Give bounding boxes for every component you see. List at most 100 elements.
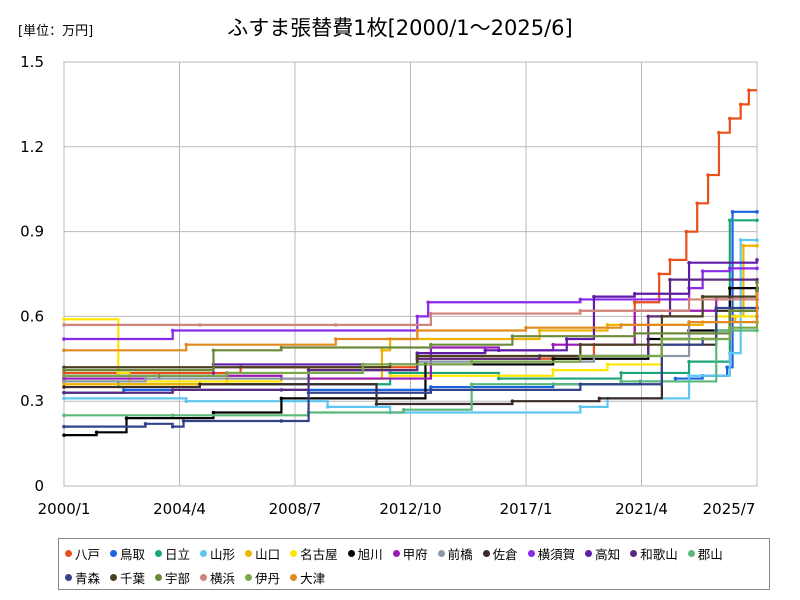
x-tick-label: 2021/4: [615, 500, 668, 518]
data-point: [469, 382, 474, 387]
data-point: [687, 373, 691, 378]
data-point: [728, 218, 732, 223]
legend-marker-icon: [155, 550, 163, 557]
data-point: [695, 201, 700, 206]
data-point: [62, 368, 66, 372]
legend-label: 甲府: [402, 547, 428, 562]
data-point: [537, 328, 542, 333]
legend-marker-icon: [245, 574, 253, 581]
data-point: [755, 266, 759, 271]
data-point: [524, 325, 528, 330]
data-point: [728, 325, 732, 330]
legend-label: 前橋: [447, 547, 473, 562]
data-point: [62, 371, 66, 375]
data-point: [184, 342, 189, 347]
data-point: [184, 399, 189, 404]
data-point: [306, 390, 311, 395]
data-point: [755, 243, 759, 248]
data-point: [62, 424, 66, 429]
data-point: [429, 342, 433, 347]
data-point: [755, 328, 759, 333]
data-point: [738, 102, 743, 107]
data-point: [306, 368, 311, 372]
data-point: [605, 323, 610, 327]
legend-item: 前橋: [437, 544, 473, 563]
data-point: [279, 396, 284, 401]
series-line: [64, 322, 759, 377]
data-point: [592, 294, 596, 299]
data-point: [124, 416, 129, 420]
legend-marker-icon: [245, 550, 253, 557]
data-point: [401, 407, 406, 412]
legend-label: 宇部: [165, 571, 191, 586]
data-point: [510, 399, 515, 404]
legend-item: 山口: [245, 544, 280, 563]
tick-layer: 0 0.3 0.6 0.9 1.2 1.5 2000/1 2004/4 2008/7 2012/1…: [20, 53, 755, 518]
data-point: [578, 354, 583, 358]
legend-marker-icon: [155, 574, 163, 581]
data-point: [578, 342, 583, 347]
series-layer: [62, 88, 759, 437]
data-point: [673, 376, 678, 381]
x-tick-label: 2008/7: [269, 500, 322, 518]
series-line: [64, 306, 757, 428]
legend-item: 横須賀: [527, 544, 576, 563]
data-point: [668, 277, 672, 282]
legend-item: 旭川: [347, 544, 383, 563]
legend-label: 山口: [255, 547, 281, 562]
data-point: [415, 351, 420, 355]
data-point: [755, 218, 759, 223]
x-tick-label: 2004/4: [153, 500, 206, 518]
legend-label: 山形: [210, 547, 236, 562]
data-point: [181, 419, 186, 423]
x-tick-label: 2025/7: [703, 500, 756, 518]
grid-layer: [63, 61, 758, 487]
data-point: [755, 258, 759, 262]
data-point: [632, 300, 637, 305]
data-point: [619, 323, 623, 327]
legend-marker-icon: [527, 550, 535, 557]
data-point: [687, 297, 691, 302]
data-point: [333, 337, 338, 341]
data-point: [62, 365, 66, 370]
data-point: [714, 306, 719, 310]
data-point: [211, 348, 216, 353]
data-point: [717, 130, 721, 135]
legend-item: 宇部: [155, 568, 190, 587]
legend-label: 大津: [300, 571, 326, 586]
data-point: [755, 277, 759, 282]
x-tick-label: 2012/10: [379, 500, 441, 518]
legend-label: 横須賀: [537, 547, 576, 562]
legend-marker-icon: [290, 574, 298, 581]
y-tick-label: 0.6: [20, 307, 44, 325]
series-line: [64, 238, 757, 414]
y-tick-label: 1.5: [20, 53, 44, 71]
data-point: [564, 337, 569, 341]
data-point: [121, 388, 126, 392]
data-point: [279, 419, 284, 423]
legend-label: 伊丹: [255, 571, 281, 586]
data-point: [198, 382, 202, 387]
legend-label: 和歌山: [640, 547, 678, 562]
data-point: [578, 405, 583, 409]
data-point: [388, 371, 392, 375]
y-tick-label: 0.3: [20, 392, 44, 410]
data-point: [170, 413, 175, 418]
legend-item: 名古屋: [290, 544, 338, 563]
legend-marker-icon: [585, 550, 593, 557]
legend-item: 日立: [155, 544, 190, 563]
legend-label: 日立: [165, 547, 191, 562]
legend-label: 郡山: [697, 547, 723, 562]
legend-label: 佐倉: [492, 547, 518, 562]
legend-label: 八戸: [75, 547, 101, 562]
legend-label: 旭川: [357, 547, 383, 562]
data-point: [755, 238, 759, 242]
data-point: [597, 396, 602, 401]
series-line: [64, 282, 759, 372]
data-point: [116, 371, 121, 375]
legend-item: 山形: [200, 544, 235, 563]
data-point: [578, 382, 583, 387]
data-point: [62, 373, 66, 378]
legend-label: 青森: [75, 571, 101, 586]
